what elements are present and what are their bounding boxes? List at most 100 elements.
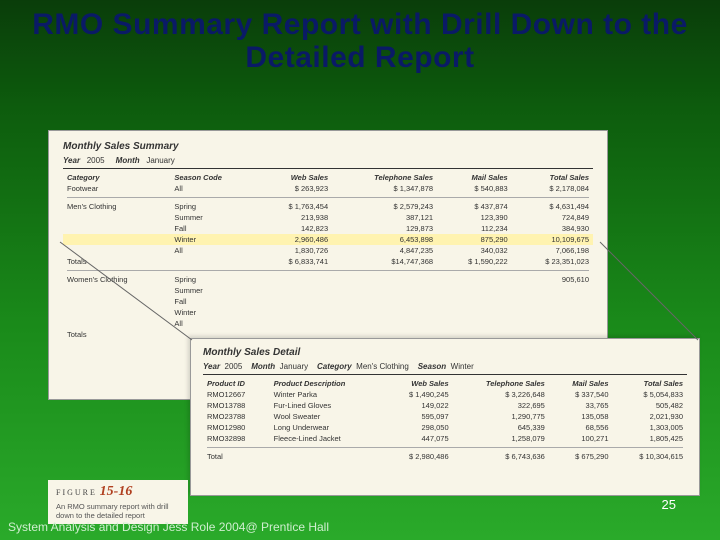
table-cell <box>63 212 170 223</box>
detail-header: Mail Sales <box>549 378 613 389</box>
table-row: Totals$ 6,833,741$14,747,368$ 1,590,222$… <box>63 256 593 267</box>
table-cell: 875,290 <box>437 234 512 245</box>
table-cell: $ 540,883 <box>437 183 512 194</box>
table-cell <box>257 296 332 307</box>
table-row: Summer <box>63 285 593 296</box>
table-cell: RMO32898 <box>203 433 270 444</box>
table-cell: 4,847,235 <box>332 245 437 256</box>
table-cell: Winter <box>170 234 257 245</box>
detail-header-row: Product IDProduct DescriptionWeb SalesTe… <box>203 378 687 389</box>
table-row: Winter2,960,4866,453,898875,29010,109,67… <box>63 234 593 245</box>
table-cell <box>63 234 170 245</box>
meta-month-label: Month <box>116 156 140 165</box>
table-cell: 2,021,930 <box>613 411 688 422</box>
summary-header: Total Sales <box>512 172 593 183</box>
table-cell: All <box>170 318 257 329</box>
d-cat-label: Category <box>317 362 352 371</box>
table-cell: RMO13788 <box>203 400 270 411</box>
d-year-label: Year <box>203 362 220 371</box>
table-cell: 68,556 <box>549 422 613 433</box>
detail-table: Product IDProduct DescriptionWeb SalesTe… <box>203 378 687 462</box>
table-cell: $ 23,351,023 <box>512 256 593 267</box>
table-cell: 1,290,775 <box>453 411 549 422</box>
slide-number: 25 <box>662 497 676 512</box>
table-cell: $ 337,540 <box>549 389 613 400</box>
table-cell: 1,805,425 <box>613 433 688 444</box>
table-cell <box>512 296 593 307</box>
table-cell: Winter Parka <box>270 389 385 400</box>
table-cell <box>63 307 170 318</box>
table-row: All <box>63 318 593 329</box>
table-row: RMO12980Long Underwear298,050645,33968,5… <box>203 422 687 433</box>
table-cell: 505,482 <box>613 400 688 411</box>
table-cell: $ 1,347,878 <box>332 183 437 194</box>
table-cell: $ 10,304,615 <box>613 451 688 462</box>
table-cell: 595,097 <box>384 411 452 422</box>
table-cell: $ 1,763,454 <box>257 201 332 212</box>
footer-text: System Analysis and Design Jess Role 200… <box>8 520 329 534</box>
detail-header: Telephone Sales <box>453 378 549 389</box>
table-cell: All <box>170 183 257 194</box>
table-cell <box>437 307 512 318</box>
table-cell: 1,303,005 <box>613 422 688 433</box>
table-cell: 10,109,675 <box>512 234 593 245</box>
table-cell <box>332 318 437 329</box>
d-year: 2005 <box>225 362 243 371</box>
summary-meta: Year 2005 Month January <box>63 156 593 165</box>
table-cell: $ 4,631,494 <box>512 201 593 212</box>
table-cell: 724,849 <box>512 212 593 223</box>
table-cell: RMO12980 <box>203 422 270 433</box>
table-row: RMO32898Fleece-Lined Jacket447,0751,258,… <box>203 433 687 444</box>
table-cell <box>63 318 170 329</box>
table-cell: 298,050 <box>384 422 452 433</box>
table-cell: Total <box>203 451 270 462</box>
table-cell <box>437 285 512 296</box>
summary-title: Monthly Sales Summary <box>63 141 593 152</box>
detail-header: Product ID <box>203 378 270 389</box>
table-cell: 123,390 <box>437 212 512 223</box>
detail-report-panel: Monthly Sales Detail Year 2005 Month Jan… <box>190 338 700 496</box>
table-cell: $ 2,579,243 <box>332 201 437 212</box>
meta-month: January <box>146 156 174 165</box>
table-cell: $ 263,923 <box>257 183 332 194</box>
table-cell: 1,830,726 <box>257 245 332 256</box>
table-cell <box>170 256 257 267</box>
detail-header: Product Description <box>270 378 385 389</box>
summary-header-row: CategorySeason CodeWeb SalesTelephone Sa… <box>63 172 593 183</box>
table-row: Winter <box>63 307 593 318</box>
table-cell: 129,873 <box>332 223 437 234</box>
table-cell: 33,765 <box>549 400 613 411</box>
table-cell: RMO12667 <box>203 389 270 400</box>
d-month: January <box>280 362 308 371</box>
table-row: RMO23788Wool Sweater595,0971,290,775135,… <box>203 411 687 422</box>
table-cell <box>257 318 332 329</box>
d-season: Winter <box>451 362 474 371</box>
table-cell: Spring <box>170 274 257 285</box>
table-cell: 112,234 <box>437 223 512 234</box>
table-cell: $ 3,226,648 <box>453 389 549 400</box>
table-cell: 905,610 <box>512 274 593 285</box>
table-cell: 135,058 <box>549 411 613 422</box>
table-cell: Fur-Lined Gloves <box>270 400 385 411</box>
figure-label: FIGURE <box>56 488 97 497</box>
table-cell: 322,695 <box>453 400 549 411</box>
table-cell: Men's Clothing <box>63 201 170 212</box>
table-cell <box>63 285 170 296</box>
table-cell <box>512 318 593 329</box>
figure-number: 15-16 <box>100 484 133 499</box>
table-cell: 387,121 <box>332 212 437 223</box>
table-cell: 340,032 <box>437 245 512 256</box>
table-row: Women's ClothingSpring905,610 <box>63 274 593 285</box>
d-cat: Men's Clothing <box>356 362 409 371</box>
table-cell: Fleece-Lined Jacket <box>270 433 385 444</box>
table-cell: 2,960,486 <box>257 234 332 245</box>
summary-header: Season Code <box>170 172 257 183</box>
table-row: Total$ 2,980,486$ 6,743,636$ 675,290$ 10… <box>203 451 687 462</box>
table-row: Fall142,823129,873112,234384,930 <box>63 223 593 234</box>
d-month-label: Month <box>251 362 275 371</box>
table-cell <box>257 274 332 285</box>
table-cell: 1,258,079 <box>453 433 549 444</box>
table-cell: 447,075 <box>384 433 452 444</box>
table-cell <box>63 296 170 307</box>
table-cell: 384,930 <box>512 223 593 234</box>
